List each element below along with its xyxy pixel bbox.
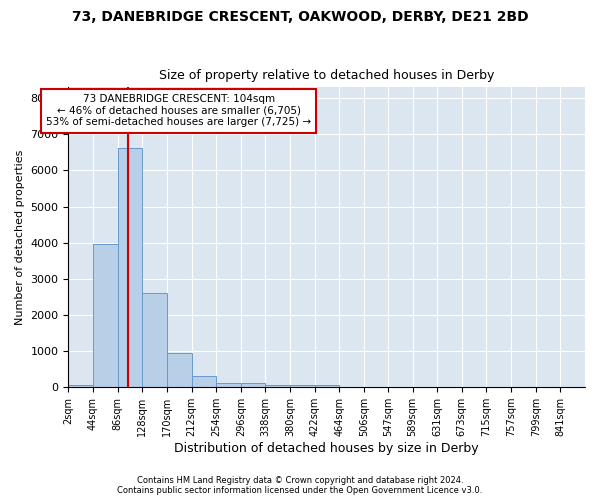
Title: Size of property relative to detached houses in Derby: Size of property relative to detached ho… (159, 69, 494, 82)
Bar (142, 294, 167, 387)
X-axis label: Distribution of detached houses by size in Derby: Distribution of detached houses by size … (175, 442, 479, 455)
Bar (314, 385, 340, 387)
Bar (93, 244, 118, 387)
Text: 73, DANEBRIDGE CRESCENT, OAKWOOD, DERBY, DE21 2BD: 73, DANEBRIDGE CRESCENT, OAKWOOD, DERBY,… (71, 10, 529, 24)
Bar (241, 383, 265, 387)
Bar (191, 376, 216, 387)
Bar (216, 382, 241, 387)
Bar (290, 385, 314, 387)
Bar (68, 384, 93, 387)
Text: 73 DANEBRIDGE CRESCENT: 104sqm
← 46% of detached houses are smaller (6,705)
53% : 73 DANEBRIDGE CRESCENT: 104sqm ← 46% of … (46, 94, 311, 128)
Y-axis label: Number of detached properties: Number of detached properties (15, 150, 25, 325)
Bar (167, 353, 191, 387)
Bar (118, 148, 142, 387)
Text: Contains HM Land Registry data © Crown copyright and database right 2024.
Contai: Contains HM Land Registry data © Crown c… (118, 476, 482, 495)
Bar (265, 384, 290, 387)
